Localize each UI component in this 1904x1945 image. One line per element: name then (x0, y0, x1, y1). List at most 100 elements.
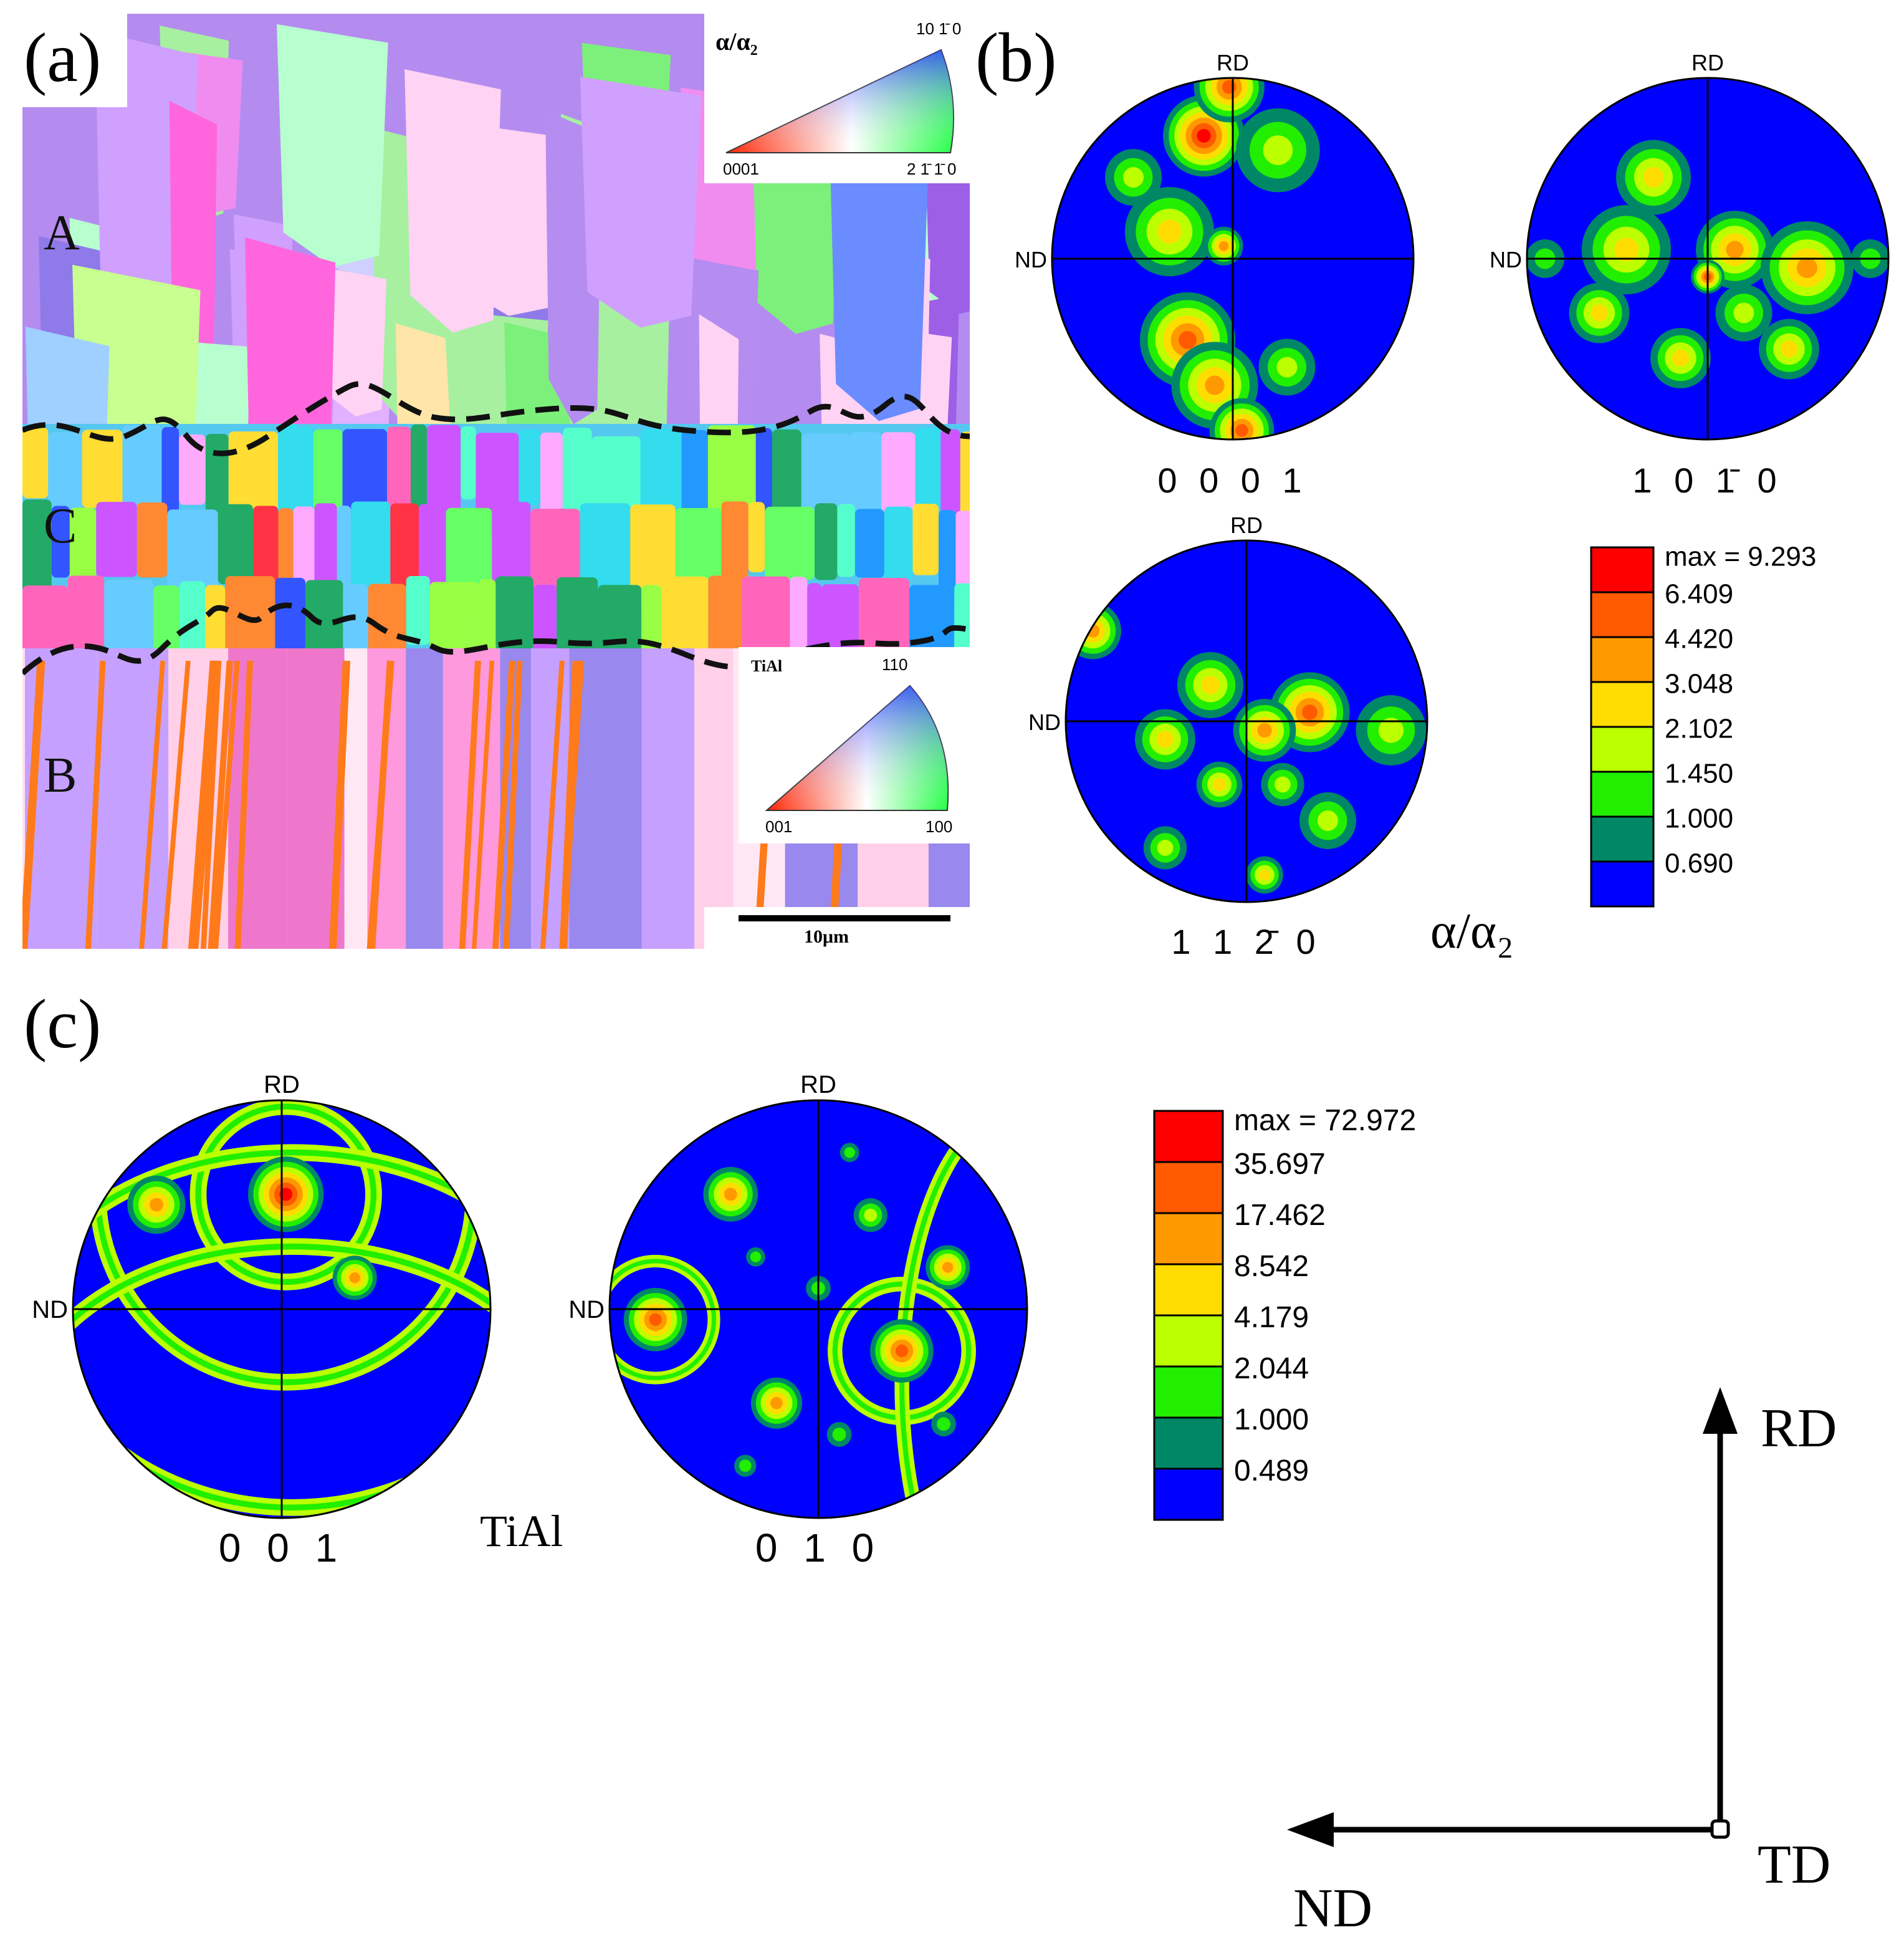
pole-figure-outline (1526, 77, 1890, 441)
density-contour (1643, 167, 1664, 188)
alpha-density-legend: max = 9.293 6.409 4.420 3.048 2.102 1.450 1.00… (1590, 541, 1816, 908)
grain (854, 509, 884, 578)
density-band (610, 1259, 717, 1381)
zone-label-c: C (44, 499, 77, 554)
density-contour (1197, 128, 1211, 143)
twin-lamella (540, 660, 565, 949)
twin-lamella (328, 660, 351, 949)
pole-figure-label-010: 0 1 0 (755, 1525, 881, 1570)
grain (591, 436, 641, 507)
twin-lamella (161, 660, 191, 949)
density-contour (1275, 776, 1291, 793)
grain (884, 506, 913, 580)
legend-swatch (1153, 1161, 1224, 1214)
grain (161, 426, 179, 517)
legend-swatch (1590, 591, 1655, 638)
twin-lamella (492, 660, 515, 949)
grain (225, 576, 275, 651)
boundary-lower (22, 602, 970, 676)
grain (167, 509, 218, 605)
legend-label: 4.420 (1665, 623, 1733, 654)
tial-key-right-label: 100 (926, 817, 952, 836)
grain (479, 579, 496, 664)
density-contour (844, 1147, 855, 1158)
rd-label: RD (1217, 50, 1249, 75)
legend-label: 1.450 (1665, 758, 1733, 789)
grain (368, 584, 406, 666)
pole-figure-11-20: RD ND (1028, 512, 1428, 903)
density-contour (1212, 777, 1227, 792)
nd-label: ND (1015, 247, 1047, 272)
grain (387, 426, 411, 525)
twin-lamella (85, 660, 106, 949)
grain (278, 425, 300, 529)
grain (136, 502, 168, 578)
legend-label: max = 9.293 (1665, 541, 1816, 572)
panel-label-a: (a) (24, 19, 101, 97)
density-contour (1614, 238, 1638, 262)
alpha-key-right-label: 2 1̄ 1̄ 0 (907, 160, 957, 178)
lamella (406, 648, 443, 949)
density-contour (895, 1344, 909, 1358)
density-band (73, 1150, 490, 1518)
grain (495, 576, 533, 651)
density-contour (279, 1188, 293, 1201)
density-contour (1157, 840, 1174, 856)
grain (912, 504, 939, 575)
tial-key-title: TiAl (751, 657, 782, 675)
density-contour (649, 1313, 662, 1326)
grain (179, 581, 206, 653)
legend-label: 2.102 (1665, 713, 1733, 744)
legend-label: 1.000 (1665, 803, 1733, 833)
lamella (694, 648, 734, 949)
grain (519, 429, 540, 505)
pole-figure-outline (72, 1099, 492, 1519)
rd-label: RD (1691, 50, 1724, 75)
tial-density-legend: max = 72.972 35.697 17.462 8.542 4.179 2.044 1… (1153, 1104, 1416, 1521)
density-contour (1201, 676, 1220, 694)
density-contour (1222, 80, 1237, 94)
grain (837, 504, 855, 577)
rd-label: RD (800, 1071, 836, 1098)
pole-figure-label-0001: 0 0 0 1 (1157, 461, 1308, 500)
grain (830, 160, 928, 421)
density-band (73, 1243, 490, 1518)
twin-lamella (560, 660, 585, 949)
legend-label: 0.489 (1234, 1454, 1309, 1487)
grain (955, 511, 970, 597)
grain (179, 435, 206, 505)
boundary-upper (22, 381, 970, 456)
rd-label: RD (264, 1071, 300, 1098)
alpha-color-triangle-overlay (726, 50, 954, 153)
twin-lamella (503, 660, 523, 949)
grain (455, 122, 562, 316)
alpha-ipf-key: α/α₂ 10 1̄ 0 0001 2 1̄ 1̄ 0 (715, 19, 961, 178)
grain (461, 426, 476, 500)
twin-lamella (190, 660, 221, 949)
tial-color-triangle-overlay (767, 686, 949, 810)
legend-swatch (1153, 1314, 1224, 1368)
legend-label: 6.409 (1665, 579, 1733, 609)
density-contour (1780, 340, 1798, 358)
grain (253, 506, 279, 588)
td-axis-label: TD (1758, 1835, 1830, 1895)
grain (580, 77, 701, 328)
legend-swatch (1153, 1110, 1224, 1163)
grain (821, 584, 859, 666)
label-a-background (22, 14, 127, 107)
nd-axis-label: ND (1293, 1878, 1372, 1939)
twin-lamella (213, 660, 240, 949)
legend-label: 1.000 (1234, 1403, 1309, 1436)
pole-figure-label-10-10: 1 0 1̄ 0 (1632, 461, 1782, 500)
nd-label: ND (568, 1296, 605, 1323)
legend-swatch (1590, 726, 1655, 773)
density-contour (937, 1417, 950, 1431)
legend-swatch (1590, 771, 1655, 818)
pole-figure-outline (1064, 539, 1428, 903)
grain (765, 506, 815, 580)
grain (815, 503, 838, 580)
density-contour (1726, 241, 1744, 259)
legend-swatch (1590, 860, 1655, 908)
grain (580, 503, 631, 602)
density-contour (1797, 257, 1817, 278)
